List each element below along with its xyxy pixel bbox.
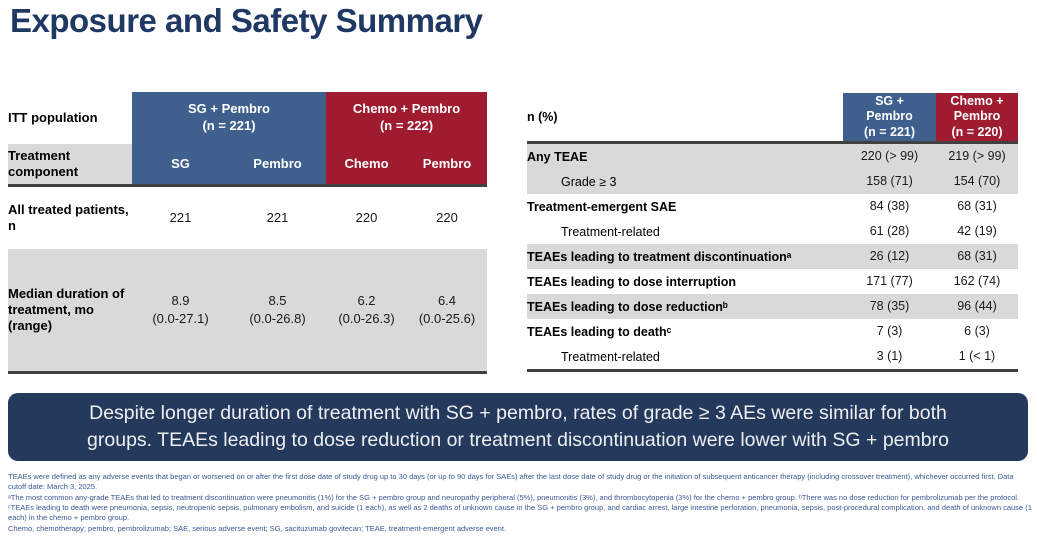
table-cell: 220 (436, 210, 458, 226)
row-label: TEAEs leading to deathᶜ (527, 324, 672, 339)
component-header-chemo: Chemo (326, 144, 407, 187)
table-cell: 171 (77) (866, 274, 913, 289)
table-row: TEAEs leading to deathᶜ 7 (3) 6 (3) (527, 319, 1018, 344)
table-row: Treatment-related 3 (1) 1 (< 1) (527, 344, 1018, 372)
table-cell: 6.2 (0.0-26.3) (326, 249, 407, 374)
table-row: Treatment-related 61 (28) 42 (19) (527, 219, 1018, 244)
treatment-component-label: Treatment component (8, 144, 132, 187)
row-label: Grade ≥ 3 (527, 169, 843, 194)
footnote-abc-notes: ᵃThe most common any-grade TEAEs that le… (8, 493, 1032, 522)
table-cell: 158 (71) (843, 169, 936, 194)
table-cell: 1 (< 1) (936, 344, 1018, 372)
table-cell: 154 (70) (936, 169, 1018, 194)
table-cell: 26 (12) (843, 244, 936, 269)
exposure-table: ITT population SG + Pembro (n = 221) Che… (8, 92, 487, 374)
table-cell: 8.5 (0.0-26.8) (229, 249, 326, 374)
component-header-pembro2: Pembro (407, 144, 487, 187)
table-row: Treatment-emergent SAE 84 (38) 68 (31) (527, 194, 1018, 219)
table-row: TEAEs leading to dose reductionᵇ 78 (35)… (527, 294, 1018, 319)
table-row: TEAEs leading to dose interruption 171 (… (527, 269, 1018, 294)
table-cell: 162 (74) (953, 274, 1001, 289)
footnote-definition: TEAEs were defined as any adverse events… (8, 472, 1014, 491)
table-cell: 68 (31) (957, 199, 997, 214)
table-cell: 84 (38) (869, 199, 910, 214)
page-title: Exposure and Safety Summary (10, 2, 483, 39)
table-cell: 42 (19) (957, 224, 997, 239)
table-cell: 6.4 (0.0-25.6) (407, 249, 487, 374)
itt-population-label: ITT population (8, 109, 98, 125)
table-row: All treated patients, n 221 221 220 220 (8, 186, 487, 250)
table-cell: 78 (35) (843, 294, 936, 319)
row-label: TEAEs leading to dose reductionᵇ (527, 294, 843, 319)
row-label: TEAEs leading to dose interruption (527, 274, 737, 289)
row-label: All treated patients, n (8, 201, 129, 233)
row-label: Treatment-related (561, 224, 660, 239)
row-label: Any TEAE (527, 142, 843, 169)
table-cell: 220 (> 99) (843, 142, 936, 169)
table-cell: 61 (28) (869, 224, 910, 239)
footnotes: TEAEs were defined as any adverse events… (8, 472, 1032, 535)
row-label: Treatment-emergent SAE (527, 199, 677, 214)
chemo-pembro-group-header: Chemo + Pembro (n = 222) (326, 92, 487, 144)
table-cell: 6 (3) (964, 324, 990, 339)
component-header-sg: SG (132, 144, 229, 187)
component-header-pembro: Pembro (229, 144, 326, 187)
footnote-abbreviations: Chemo, chemotherapy; pembro, pembrolizum… (8, 524, 507, 533)
table-cell: 221 (266, 210, 289, 226)
sg-pembro-column-header: SG + Pembro (n = 221) (843, 93, 936, 144)
table-cell: 221 (169, 210, 192, 226)
table-row: TEAEs leading to treatment discontinuati… (527, 244, 1018, 269)
table-row: Grade ≥ 3 158 (71) 154 (70) (527, 169, 1018, 194)
table-cell: 219 (> 99) (936, 142, 1018, 169)
table-cell: 68 (31) (936, 244, 1018, 269)
summary-text: Despite longer duration of treatment wit… (87, 401, 949, 451)
sg-pembro-group-header: SG + Pembro (n = 221) (132, 92, 326, 144)
table-cell: 96 (44) (936, 294, 1018, 319)
row-label: Treatment-related (527, 344, 843, 372)
n-percent-label: n (%) (527, 93, 843, 144)
table-cell: 220 (355, 210, 378, 226)
table-cell: 8.9 (0.0-27.1) (132, 249, 229, 374)
safety-table: n (%) SG + Pembro (n = 221) Chemo + Pemb… (527, 93, 1018, 372)
table-cell: 3 (1) (843, 344, 936, 372)
chemo-pembro-column-header: Chemo + Pembro (n = 220) (936, 93, 1018, 144)
table-row: Any TEAE 220 (> 99) 219 (> 99) (527, 142, 1018, 169)
table-row: Median duration of treatment, mo (range)… (8, 249, 487, 374)
row-label: Median duration of treatment, mo (range) (8, 249, 132, 374)
summary-banner: Despite longer duration of treatment wit… (8, 393, 1028, 461)
table-cell: 7 (3) (876, 324, 903, 339)
row-label: TEAEs leading to treatment discontinuati… (527, 244, 843, 269)
